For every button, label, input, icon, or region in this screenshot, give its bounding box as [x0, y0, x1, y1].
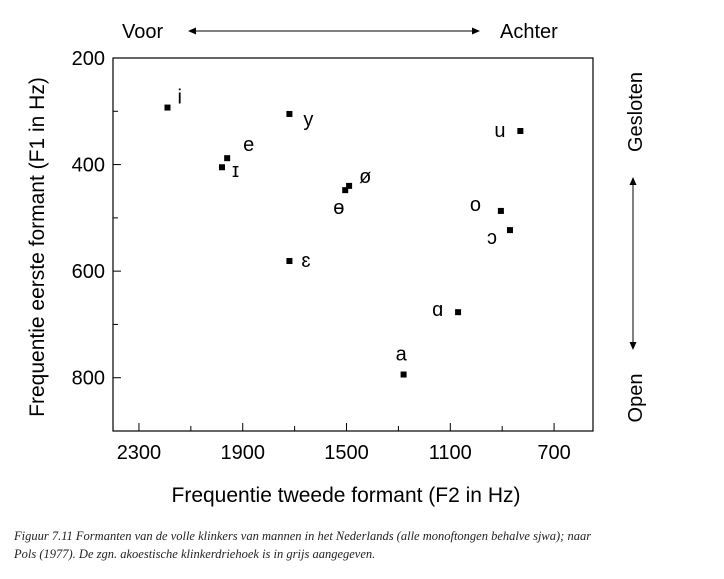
back-arrowhead [472, 27, 480, 35]
x-tick-label: 700 [537, 442, 570, 464]
vowel-marker [400, 371, 407, 378]
vowel-label: e [243, 134, 254, 156]
y-tick-label: 800 [72, 368, 105, 390]
caption-line-1: Figuur 7.11 Formanten van de volle klink… [14, 529, 592, 543]
front-back-annotation: Voor Achter [122, 21, 558, 43]
vowel-label: o [470, 194, 481, 216]
y-axis-ticks: 200 400 600 800 [72, 48, 121, 390]
closed-arrowhead [629, 177, 637, 185]
vowel-marker [497, 207, 504, 214]
data-points: i y u eɪ øɵ oɔ ɛ ɑ a [164, 87, 524, 378]
x-tick-label: 1100 [429, 442, 472, 464]
vowel-marker [286, 110, 293, 117]
vowel-marker [164, 104, 171, 111]
vowel-label: ɛ [301, 250, 310, 272]
caption-line-2: Pols (1977). De zgn. akoestische klinker… [14, 547, 376, 561]
vowel-formant-chart: Voor Achter 2300 1900 1500 1100 700 200 400 60… [26, 21, 647, 507]
vowel-label: ɵ [333, 197, 344, 219]
vowel-marker [506, 227, 513, 234]
figure-caption: Figuur 7.11 Formanten van de volle klink… [14, 527, 714, 563]
vowel-label: ɪ [232, 160, 239, 182]
x-axis-ticks: 2300 1900 1500 1100 700 [117, 423, 571, 464]
closed-open-annotation: Gesloten Open [625, 72, 647, 423]
vowel-marker [224, 155, 231, 162]
vowel-label: i [177, 87, 181, 109]
back-label: Achter [500, 21, 558, 43]
vowel-label: y [303, 109, 313, 131]
x-tick-label: 2300 [117, 442, 162, 464]
y-tick-label: 600 [72, 261, 105, 283]
vowel-marker [455, 309, 462, 316]
vowel-marker [342, 187, 349, 194]
vowel-label: a [396, 344, 408, 366]
vowel-label: u [494, 120, 505, 142]
plot-frame [112, 57, 594, 432]
front-label: Voor [122, 21, 163, 43]
x-tick-label: 1900 [220, 442, 265, 464]
open-arrowhead [629, 342, 637, 350]
vowel-marker [286, 258, 293, 265]
vowel-label: ø [359, 166, 371, 188]
y-axis-title: Frequentie eerste formant (F1 in Hz) [26, 77, 49, 417]
vowel-label: ɑ [432, 299, 443, 321]
front-arrowhead [188, 27, 196, 35]
vowel-label: ɔ [487, 227, 497, 249]
vowel-marker [346, 182, 353, 189]
vowel-marker [517, 128, 524, 135]
closed-label: Gesloten [625, 72, 647, 152]
y-tick-label: 200 [72, 48, 105, 70]
vowel-marker [218, 164, 225, 171]
y-tick-label: 400 [72, 155, 105, 177]
open-label: Open [625, 374, 647, 423]
x-axis-title: Frequentie tweede formant (F2 in Hz) [172, 484, 521, 507]
x-tick-label: 1500 [324, 442, 369, 464]
